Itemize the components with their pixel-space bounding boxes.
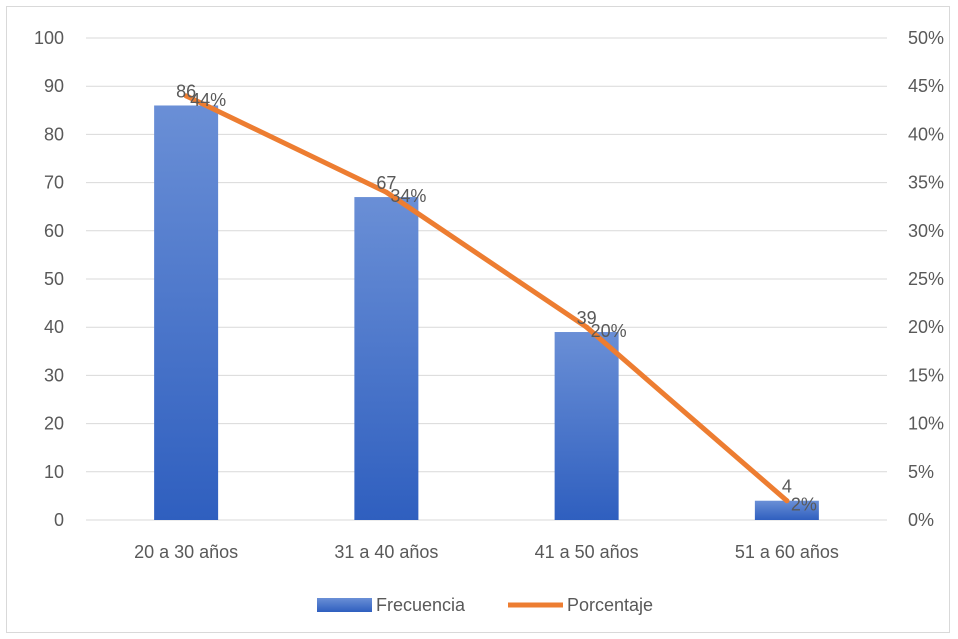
line-data-label: 44% [190, 90, 226, 110]
y2-tick-label: 5% [908, 462, 934, 482]
x-tick-label: 31 a 40 años [334, 542, 438, 562]
legend-swatch-frecuencia [317, 598, 372, 612]
y2-tick-label: 30% [908, 221, 944, 241]
y2-tick-label: 20% [908, 317, 944, 337]
legend-label-frecuencia: Frecuencia [376, 595, 466, 615]
x-axis: 20 a 30 años 31 a 40 años 41 a 50 años 51 a… [134, 542, 839, 562]
x-tick-label: 20 a 30 años [134, 542, 238, 562]
line-point [383, 189, 389, 195]
bar-series [154, 105, 819, 520]
bar-data-label: 39 [577, 308, 597, 328]
line-point [584, 324, 590, 330]
y-tick-label: 100 [34, 28, 64, 48]
line-point [784, 498, 790, 504]
y-tick-label: 50 [44, 269, 64, 289]
line-path [183, 93, 790, 504]
line-point [183, 93, 189, 99]
y-tick-label: 70 [44, 173, 64, 193]
bar [154, 105, 219, 520]
y-tick-label: 80 [44, 124, 64, 144]
y2-tick-label: 0% [908, 510, 934, 530]
gridlines [86, 37, 887, 521]
y-tick-label: 40 [44, 317, 64, 337]
y2-tick-label: 15% [908, 365, 944, 385]
y-axis-right: 0% 5% 10% 15% 20% 25% 30% 35% 40% 45% 50% [908, 28, 944, 530]
line-data-label: 34% [390, 186, 426, 206]
y-tick-label: 60 [44, 221, 64, 241]
y2-tick-label: 40% [908, 124, 944, 144]
y-tick-label: 30 [44, 365, 64, 385]
y2-tick-label: 10% [908, 414, 944, 434]
y2-tick-label: 35% [908, 173, 944, 193]
bar [754, 500, 819, 520]
line-data-label: 2% [791, 495, 817, 515]
y2-tick-label: 50% [908, 28, 944, 48]
bar [354, 197, 419, 520]
y-tick-label: 10 [44, 462, 64, 482]
data-labels: 86 67 39 4 44% 34% 20% 2% [176, 81, 817, 514]
line-data-label: 20% [591, 321, 627, 341]
bar-data-label: 4 [782, 477, 792, 497]
y2-tick-label: 45% [908, 76, 944, 96]
y-tick-label: 0 [54, 510, 64, 530]
x-tick-label: 51 a 60 años [735, 542, 839, 562]
line-series [183, 93, 790, 504]
y2-tick-label: 25% [908, 269, 944, 289]
bar-data-label: 86 [176, 81, 196, 101]
y-axis-left: 0 10 20 30 40 50 60 70 80 90 100 [34, 28, 64, 530]
legend: Frecuencia Porcentaje [317, 595, 653, 615]
y-tick-label: 90 [44, 76, 64, 96]
y-tick-label: 20 [44, 414, 64, 434]
x-tick-label: 41 a 50 años [535, 542, 639, 562]
bar-data-label: 67 [376, 173, 396, 193]
legend-label-porcentaje: Porcentaje [567, 595, 653, 615]
bar [554, 332, 619, 520]
